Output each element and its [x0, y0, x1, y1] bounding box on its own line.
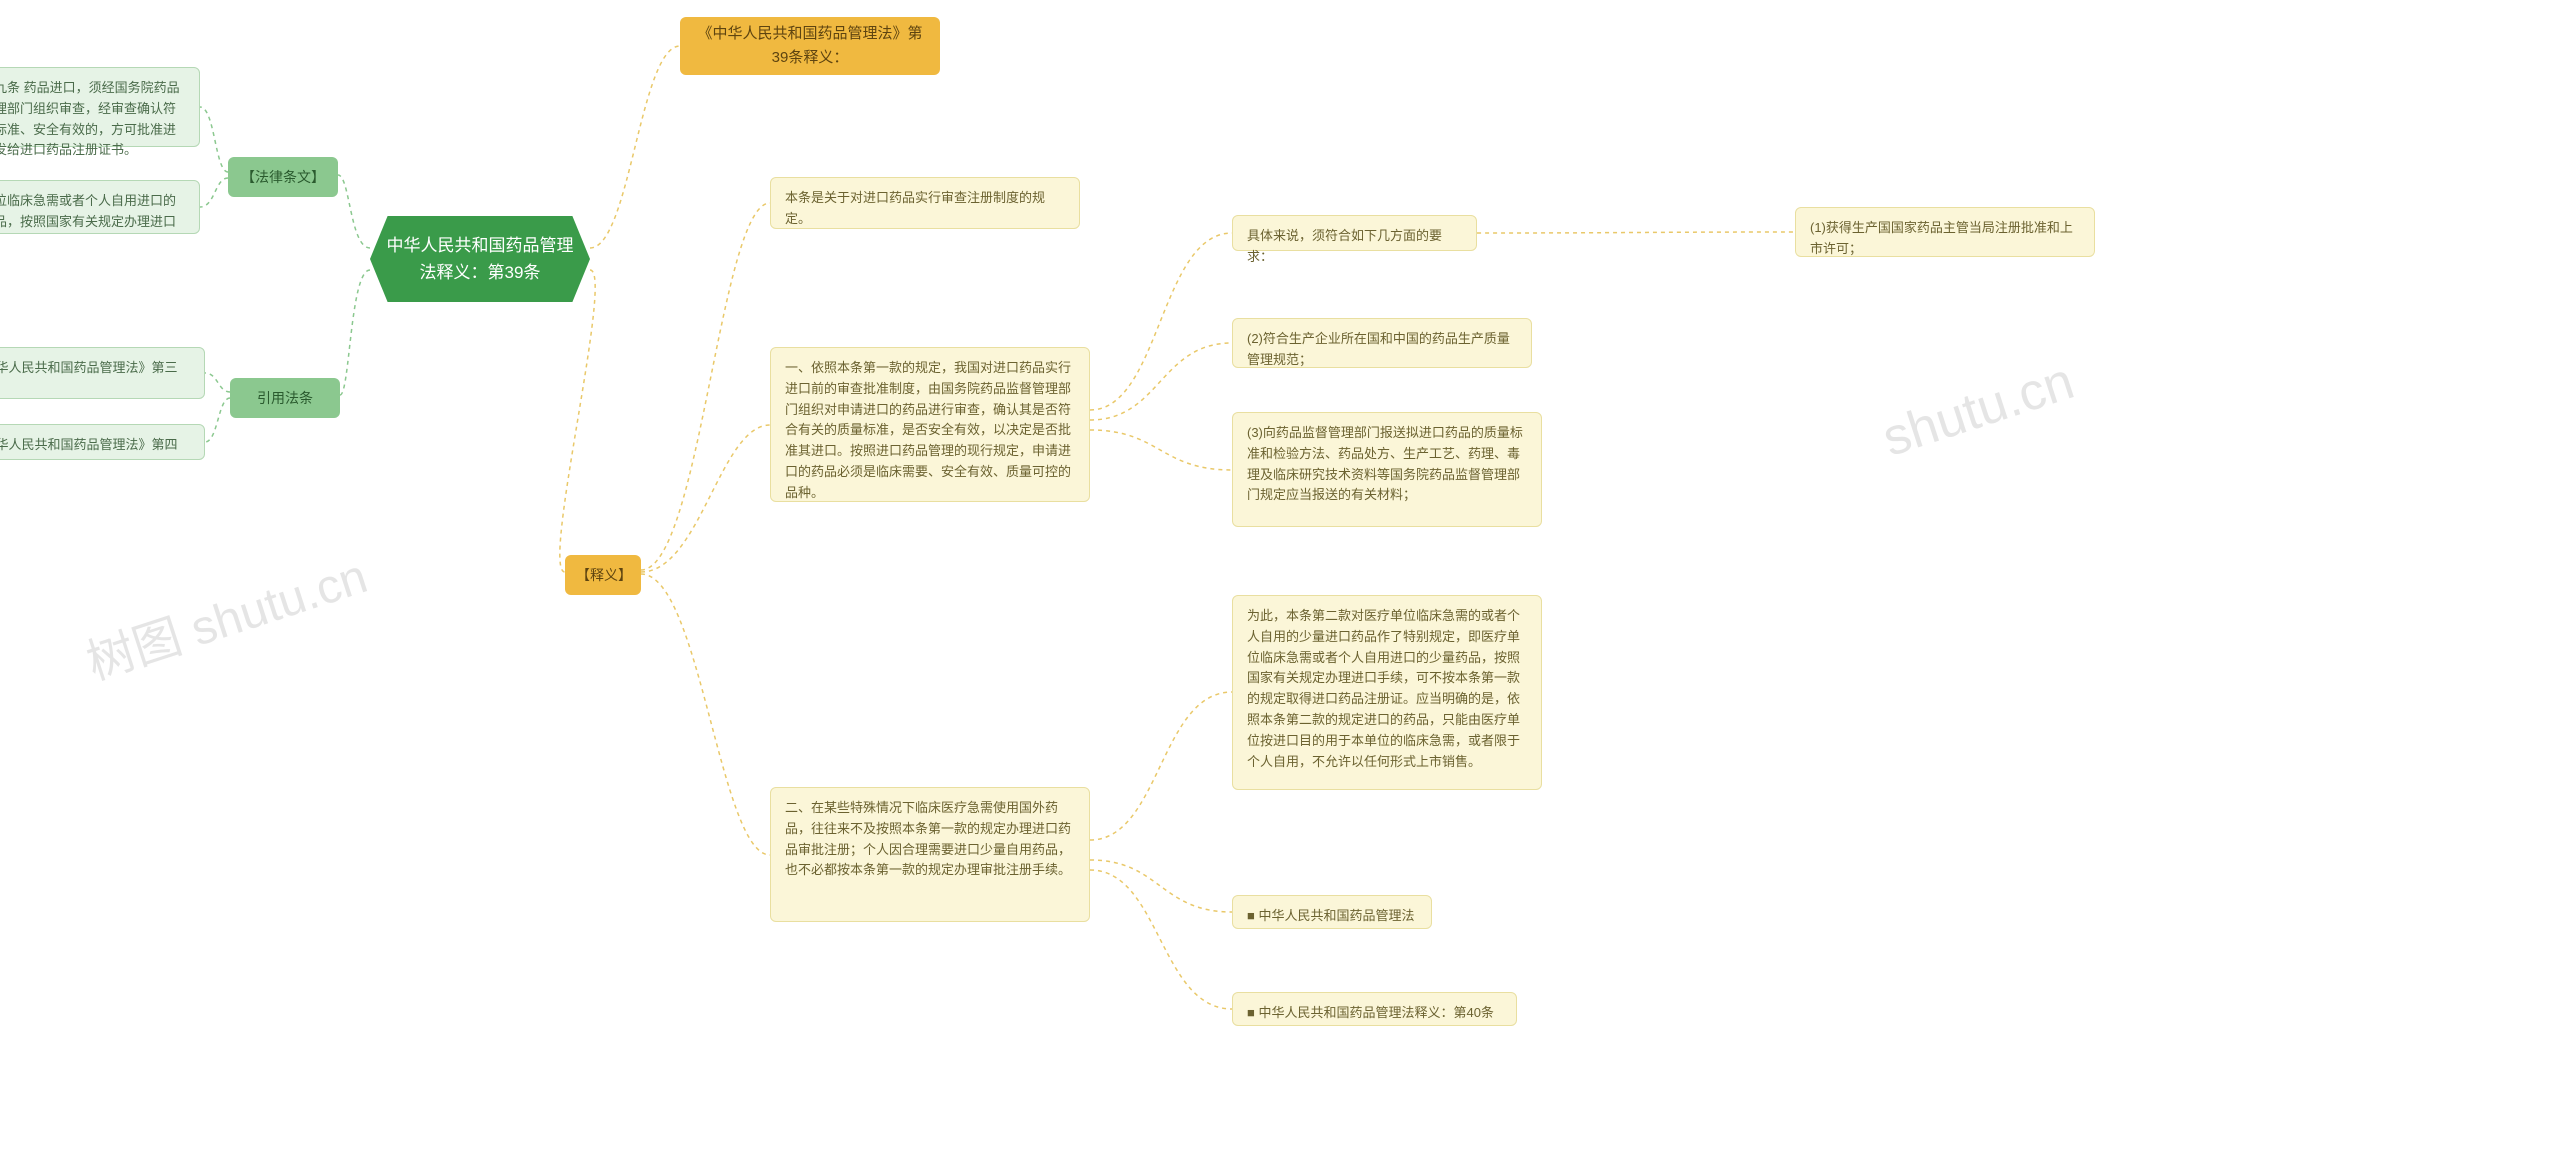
- root-node[interactable]: 中华人民共和国药品管理法释义：第39条: [370, 216, 590, 302]
- watermark-2: shutu.cn: [1876, 351, 2081, 469]
- connectors: [0, 0, 2560, 1157]
- node-article-title[interactable]: 《中华人民共和国药品管理法》第39条释义：: [680, 17, 940, 75]
- node-legal-text[interactable]: 【法律条文】: [228, 157, 338, 197]
- watermark-1: 树图 shutu.cn: [76, 537, 374, 693]
- leaf-requirement-1[interactable]: (1)获得生产国国家药品主管当局注册批准和上市许可；: [1795, 207, 2095, 257]
- leaf-intro[interactable]: 本条是关于对进口药品实行审查注册制度的规定。: [770, 177, 1080, 229]
- node-citations[interactable]: 引用法条: [230, 378, 340, 418]
- leaf-link-article-40[interactable]: 中华人民共和国药品管理法释义：第40条: [1232, 992, 1517, 1026]
- node-interpretation[interactable]: 【释义】: [565, 555, 641, 595]
- leaf-citation-2[interactable]: [2]《中华人民共和国药品管理法》第四十条: [0, 424, 205, 460]
- leaf-requirement-2[interactable]: (2)符合生产企业所在国和中国的药品生产质量管理规范；: [1232, 318, 1532, 368]
- leaf-article-39[interactable]: 第三十九条 药品进口，须经国务院药品监督管理部门组织审查，经审查确认符合质量标准…: [0, 67, 200, 147]
- leaf-requirement-3[interactable]: (3)向药品监督管理部门报送拟进口药品的质量标准和检验方法、药品处方、生产工艺、…: [1232, 412, 1542, 527]
- leaf-specific-requirements[interactable]: 具体来说，须符合如下几方面的要求：: [1232, 215, 1477, 251]
- leaf-link-law[interactable]: 中华人民共和国药品管理法: [1232, 895, 1432, 929]
- leaf-paragraph-2-detail[interactable]: 为此，本条第二款对医疗单位临床急需的或者个人自用的少量进口药品作了特别规定，即医…: [1232, 595, 1542, 790]
- leaf-paragraph-1[interactable]: 一、依照本条第一款的规定，我国对进口药品实行进口前的审查批准制度，由国务院药品监…: [770, 347, 1090, 502]
- leaf-citation-1[interactable]: [1]《中华人民共和国药品管理法》第三十九条: [0, 347, 205, 399]
- leaf-paragraph-2[interactable]: 二、在某些特殊情况下临床医疗急需使用国外药品，往往来不及按照本条第一款的规定办理…: [770, 787, 1090, 922]
- leaf-medical-import[interactable]: 医疗单位临床急需或者个人自用进口的少量药品，按照国家有关规定办理进口手续。: [0, 180, 200, 234]
